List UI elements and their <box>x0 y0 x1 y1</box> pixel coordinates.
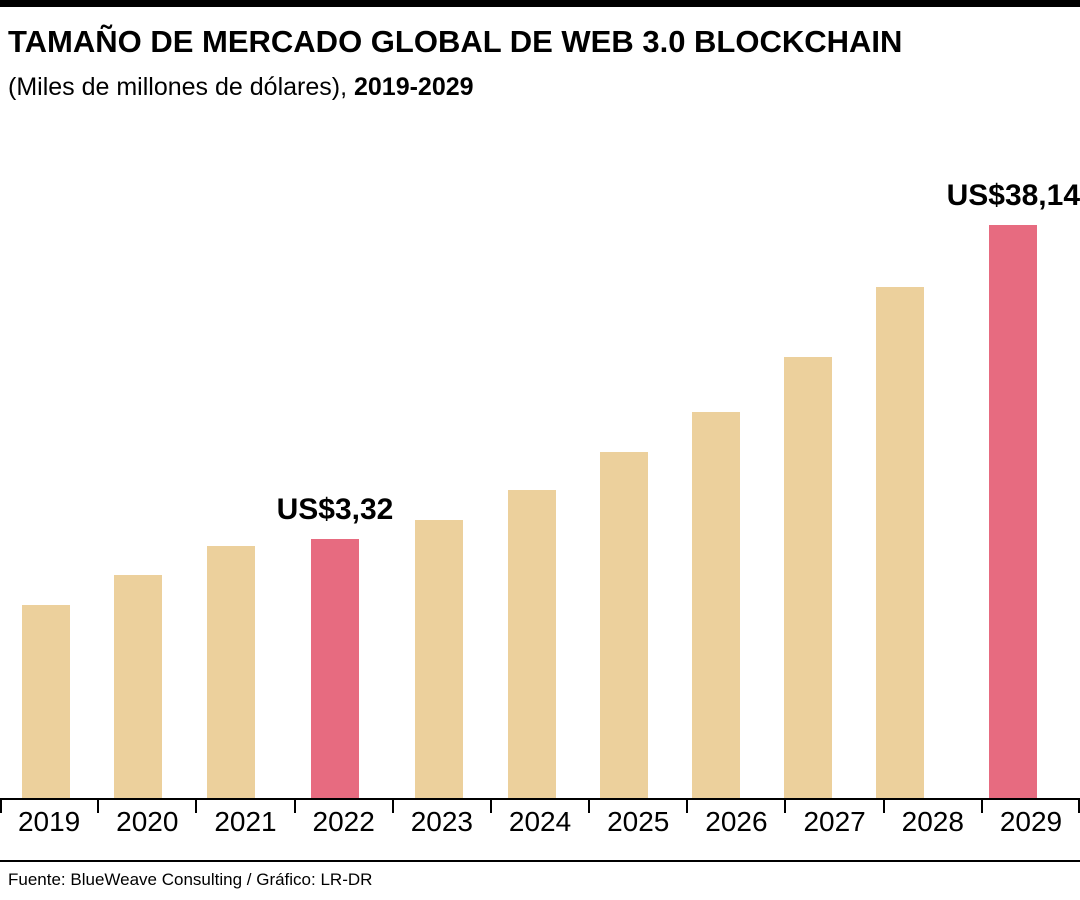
bar-2019 <box>22 605 71 798</box>
axis-tick <box>97 800 100 813</box>
chart-column-2028 <box>854 148 946 798</box>
axis-tick <box>784 800 787 813</box>
axis-tick <box>588 800 591 813</box>
value-annotation-2022: US$3,32 <box>276 493 394 526</box>
axis-tick <box>882 800 885 813</box>
axis-tick <box>293 800 296 813</box>
value-annotation-2029: US$38,14 <box>946 179 1080 212</box>
chart-column-2025 <box>578 148 670 798</box>
axis-tick <box>980 800 983 813</box>
bar-2024 <box>507 490 556 798</box>
bar-2021 <box>206 546 255 798</box>
chart-area: US$3,32 US$38,14 2019 2020 2021 2022 2023 2024… <box>0 102 1080 842</box>
x-axis-label-2022: 2022 <box>312 806 375 837</box>
bar-2029 <box>989 225 1038 798</box>
bar-2028 <box>876 287 925 798</box>
chart-column-2021 <box>184 148 276 798</box>
chart-column-2023 <box>393 148 485 798</box>
bar-2023 <box>415 520 464 798</box>
bar-2020 <box>114 575 163 798</box>
x-axis-label-2021: 2021 <box>214 806 277 837</box>
x-axis-label-2025: 2025 <box>607 806 670 837</box>
chart-column-2024 <box>486 148 578 798</box>
chart-subtitle-years: 2019-2029 <box>353 73 474 102</box>
bar-2027 <box>784 357 833 798</box>
bar-2025 <box>599 452 648 798</box>
x-axis-label-2024: 2024 <box>508 806 572 837</box>
chart-column-2026 <box>670 148 762 798</box>
top-rule <box>0 0 1080 7</box>
chart-title: TAMAÑO DE MERCADO GLOBAL DE WEB 3.0 BLOC… <box>8 24 903 59</box>
axis-tick <box>1078 800 1080 813</box>
x-axis-label-2019: 2019 <box>17 806 81 837</box>
x-axis-label-2026: 2026 <box>705 806 768 837</box>
x-axis-label-2028: 2028 <box>901 806 964 837</box>
axis-tick <box>0 800 2 813</box>
header: TAMAÑO DE MERCADO GLOBAL DE WEB 3.0 BLOC… <box>0 7 1080 102</box>
chart-column-2019 <box>0 148 92 798</box>
axis-tick <box>391 800 394 813</box>
chart-subtitle-units: (Miles de millones de dólares), <box>8 73 354 102</box>
x-axis-label-2027: 2027 <box>803 806 866 837</box>
chart-subtitle: (Miles de millones de dólares), 2019-202… <box>8 72 1072 102</box>
axis-tick <box>686 800 689 813</box>
bar-2026 <box>692 412 741 798</box>
chart-column-2027 <box>762 148 854 798</box>
bars-row: US$3,32 US$38,14 <box>0 148 1080 798</box>
footer: Fuente: BlueWeave Consulting / Gráfico: … <box>0 860 1080 900</box>
x-axis-row: 2019 2020 2021 2022 2023 2024 2025 2026 2027 2028… <box>0 798 1080 842</box>
chart-column-2022: US$3,32 <box>276 148 394 798</box>
chart-column-2029: US$38,14 <box>947 148 1080 798</box>
chart-column-2020 <box>92 148 184 798</box>
axis-tick <box>489 800 492 813</box>
source-credit: Fuente: BlueWeave Consulting / Gráfico: … <box>8 870 373 889</box>
x-axis-label-2023: 2023 <box>410 806 473 837</box>
bar-2022 <box>310 539 359 798</box>
x-axis-label-2020: 2020 <box>116 806 179 837</box>
x-axis-label-2029: 2029 <box>999 806 1063 837</box>
axis-tick <box>195 800 198 813</box>
